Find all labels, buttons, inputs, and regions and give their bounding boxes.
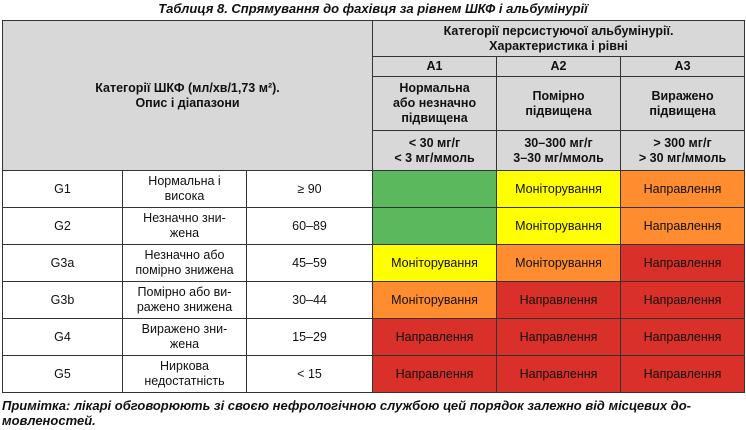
row-desc-line1: Незначно або bbox=[144, 248, 225, 262]
row-range: 15–29 bbox=[245, 318, 374, 356]
table-row-g3a: G3a Незначно або помірно знижена 45–59 Мо… bbox=[2, 244, 746, 282]
table-caption: Таблиця 8. Спрямування до фахівця за рів… bbox=[158, 1, 588, 16]
row-desc: Незначно зни-жена bbox=[122, 207, 247, 245]
column-code-a3: A3 bbox=[620, 56, 746, 77]
column-desc-a1-line3: підвищена bbox=[401, 111, 468, 125]
row-desc: Нормальна і висока bbox=[122, 170, 247, 208]
row-code: G5 bbox=[2, 355, 123, 393]
column-range-a1: < 30 мг/г < 3 мг/ммоль bbox=[372, 130, 498, 171]
referral-table: Категорії ШКФ (мл/хв/1,73 м²). Опис і ді… bbox=[1, 20, 746, 393]
cell-a3: Направлення bbox=[620, 207, 746, 245]
cell-a1 bbox=[372, 207, 498, 245]
cell-a3: Направлення bbox=[620, 281, 746, 319]
cell-a1 bbox=[372, 170, 498, 208]
row-range: 30–44 bbox=[245, 281, 374, 319]
cell-a1: Направлення bbox=[372, 318, 498, 356]
cell-a3: Направлення bbox=[620, 318, 746, 356]
table-row-g1: G1 Нормальна і висока ≥ 90 Моніторування … bbox=[2, 170, 746, 208]
column-code-a1: A1 bbox=[372, 56, 498, 77]
cell-a3: Направлення bbox=[620, 355, 746, 393]
row-desc-line1: Виражено зни- bbox=[141, 322, 228, 336]
column-code-a2: A2 bbox=[496, 56, 622, 77]
column-range-a1-line1: < 30 мг/г bbox=[408, 135, 461, 150]
cell-a2: Моніторування bbox=[496, 170, 622, 208]
albuminuria-header: Категорії персистуючої альбумінурії. Хар… bbox=[372, 20, 746, 57]
column-range-a3: > 300 мг/г > 30 мг/ммоль bbox=[620, 130, 746, 171]
cell-a2: Направлення bbox=[496, 355, 622, 393]
gfr-header: Категорії ШКФ (мл/хв/1,73 м²). Опис і ді… bbox=[1, 20, 374, 171]
column-range-a3-line1: > 300 мг/г bbox=[653, 135, 712, 150]
albuminuria-header-line1: Категорії персистуючої альбумінурії. bbox=[443, 23, 674, 38]
row-code: G4 bbox=[2, 318, 123, 356]
table-row-g4: G4 Виражено зни-жена 15–29 Направлення Н… bbox=[2, 318, 746, 356]
column-range-a3-line2: > 30 мг/ммоль bbox=[638, 150, 727, 165]
row-desc: Виражено зни-жена bbox=[122, 318, 247, 356]
table-note-line1: Примітка: лікарі обговорюють зі своєю не… bbox=[2, 398, 691, 413]
row-desc-line1: Нормальна і bbox=[148, 174, 221, 188]
row-code: G2 bbox=[2, 207, 123, 245]
column-desc-a3: Виражено підвищена bbox=[620, 76, 746, 131]
row-desc-line2: висока bbox=[164, 189, 205, 203]
row-range: 45–59 bbox=[245, 244, 374, 282]
row-code: G3a bbox=[2, 244, 123, 282]
row-desc: Ниркова недостатність bbox=[122, 355, 247, 393]
column-desc-a1: Нормальна або незначно підвищена bbox=[372, 76, 498, 131]
row-range: ≥ 90 bbox=[245, 170, 374, 208]
row-desc: Незначно або помірно знижена bbox=[122, 244, 247, 282]
cell-a2: Моніторування bbox=[496, 207, 622, 245]
cell-a1: Направлення bbox=[372, 355, 498, 393]
table-row-g2: G2 Незначно зни-жена 60–89 Моніторування… bbox=[2, 207, 746, 245]
gfr-header-line1: Категорії ШКФ (мл/хв/1,73 м²). bbox=[95, 80, 280, 95]
row-code: G1 bbox=[2, 170, 123, 208]
table-row-g5: G5 Ниркова недостатність < 15 Направлення… bbox=[2, 355, 746, 393]
row-desc-line2: недостатність bbox=[144, 374, 225, 388]
column-range-a2: 30–300 мг/г 3–30 мг/ммоль bbox=[496, 130, 622, 171]
row-desc-line2: жена bbox=[169, 226, 200, 240]
table-note-line2: мовленостей. bbox=[2, 413, 96, 428]
column-desc-a3-line1: Виражено bbox=[651, 88, 714, 103]
row-desc-line1: Помірно або ви- bbox=[137, 285, 232, 299]
column-range-a1-line2: < 3 мг/ммоль bbox=[394, 150, 475, 165]
row-desc-line2: жена bbox=[169, 337, 200, 351]
table-note: Примітка: лікарі обговорюють зі своєю не… bbox=[2, 398, 744, 428]
column-desc-a2-line1: Помірно bbox=[532, 88, 585, 103]
row-desc: Помірно або ви-ражено знижена bbox=[122, 281, 247, 319]
column-desc-a2-line2: підвищена bbox=[525, 103, 592, 118]
table-row-g3b: G3b Помірно або ви-ражено знижена 30–44 … bbox=[2, 281, 746, 319]
row-desc-line2: ражено знижена bbox=[136, 300, 233, 314]
row-code: G3b bbox=[2, 281, 123, 319]
row-range: 60–89 bbox=[245, 207, 374, 245]
column-desc-a2: Помірно підвищена bbox=[496, 76, 622, 131]
column-desc-a3-line2: підвищена bbox=[649, 103, 716, 118]
gfr-header-line2: Опис і діапазони bbox=[135, 95, 240, 110]
cell-a1: Моніторування bbox=[372, 281, 498, 319]
column-desc-a1-line2: або незначно bbox=[392, 96, 477, 110]
cell-a3: Направлення bbox=[620, 244, 746, 282]
row-range: < 15 bbox=[245, 355, 374, 393]
column-range-a2-line1: 30–300 мг/г bbox=[524, 135, 593, 150]
cell-a3: Направлення bbox=[620, 170, 746, 208]
cell-a2: Направлення bbox=[496, 281, 622, 319]
cell-a2: Направлення bbox=[496, 318, 622, 356]
albuminuria-header-line2: Характеристика і рівні bbox=[489, 38, 628, 53]
cell-a2: Моніторування bbox=[496, 244, 622, 282]
column-desc-a1-line1: Нормальна bbox=[399, 81, 470, 95]
column-range-a2-line2: 3–30 мг/ммоль bbox=[513, 150, 604, 165]
row-desc-line1: Ниркова bbox=[160, 359, 209, 373]
row-desc-line1: Незначно зни- bbox=[143, 211, 226, 225]
row-desc-line2: помірно знижена bbox=[135, 263, 234, 277]
cell-a1: Моніторування bbox=[372, 244, 498, 282]
